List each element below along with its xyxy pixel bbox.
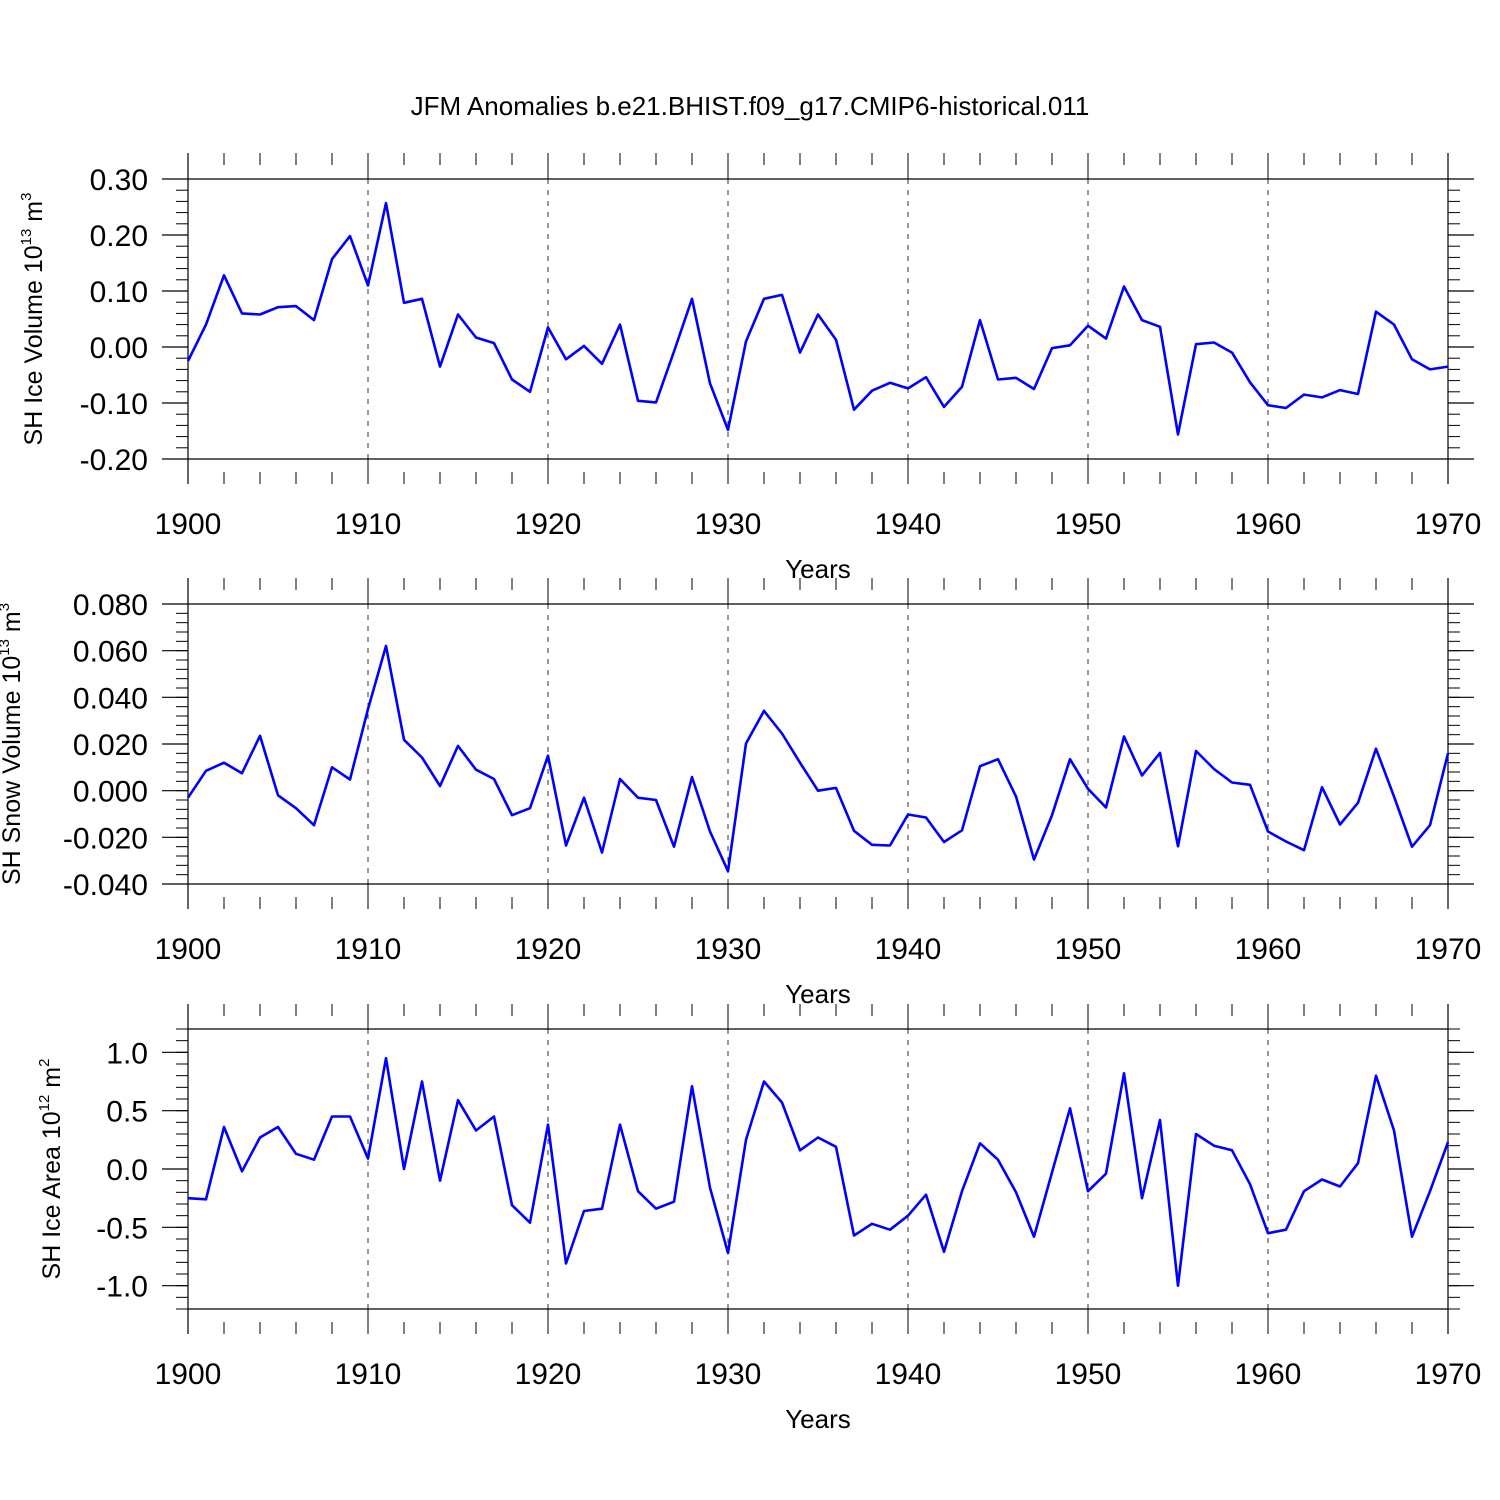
y-axis-label-unit: m — [0, 611, 26, 639]
y-tick-label: 1.0 — [106, 1037, 148, 1070]
y-axis-label: SH Snow Volume 1013 m3 — [0, 603, 26, 885]
x-tick-label: 1960 — [1235, 933, 1302, 966]
y-axis-label-exp: 13 — [18, 229, 35, 246]
x-tick-label: 1910 — [335, 933, 402, 966]
x-tick-label: 1920 — [515, 933, 582, 966]
x-tick-label: 1950 — [1055, 1358, 1122, 1391]
x-tick-label: 1930 — [695, 1358, 762, 1391]
x-axis-label: Years — [785, 554, 851, 584]
x-tick-label: 1910 — [335, 508, 402, 541]
y-tick-label: -1.0 — [96, 1271, 148, 1304]
x-tick-label: 1930 — [695, 933, 762, 966]
y-tick-label: -0.5 — [96, 1212, 148, 1245]
panel-snow-volume: 1900 1910 1920 1930 1940 1950 1960 1970 Years -0.… — [0, 578, 1481, 1009]
y-axis-label-unit: m — [38, 1067, 66, 1095]
x-tick-label: 1930 — [695, 508, 762, 541]
y-tick-label: -0.020 — [63, 822, 148, 855]
y-axis-label-text: SH Ice Area 10 — [38, 1111, 66, 1279]
y-tick-label: 0.060 — [73, 636, 148, 669]
y-axis-label: SH Ice Volume 1013 m3 — [18, 193, 48, 446]
x-tick-label: 1920 — [515, 508, 582, 541]
chart-title: JFM Anomalies b.e21.BHIST.f09_g17.CMIP6-… — [411, 91, 1090, 121]
y-tick-label: 0.0 — [106, 1154, 148, 1187]
y-tick-label: 0.040 — [73, 682, 148, 715]
panel-ice-volume: 1900 1910 1920 1930 1940 1950 1960 1970 Years -0.… — [18, 153, 1481, 584]
x-tick-label: 1940 — [875, 933, 942, 966]
y-tick-label: 0.020 — [73, 729, 148, 762]
y-tick-label: -0.040 — [63, 869, 148, 902]
series-line — [187, 1056, 1450, 1287]
panel-ice-area: 1900 1910 1920 1930 1940 1950 1960 1970 Years -1.… — [36, 1004, 1481, 1434]
y-tick-label: -0.10 — [80, 388, 148, 421]
x-tick-label: 1940 — [875, 1358, 942, 1391]
y-axis-label-text: SH Ice Volume 10 — [20, 245, 48, 445]
x-tick-label: 1920 — [515, 1358, 582, 1391]
x-tick-label: 1910 — [335, 1358, 402, 1391]
y-tick-label: 0.00 — [90, 332, 148, 365]
x-axis-label: Years — [785, 1404, 851, 1434]
y-axis-label-exp: 12 — [36, 1095, 53, 1112]
y-axis-label-exp: 13 — [0, 639, 13, 656]
y-axis-label-text: SH Snow Volume 10 — [0, 656, 26, 885]
x-tick-label: 1900 — [155, 1358, 222, 1391]
x-tick-label: 1900 — [155, 933, 222, 966]
x-tick-label: 1970 — [1415, 508, 1482, 541]
x-tick-label: 1950 — [1055, 508, 1122, 541]
y-axis-label-unit-exp: 3 — [0, 603, 13, 611]
x-axis-label: Years — [785, 979, 851, 1009]
x-tick-label: 1970 — [1415, 1358, 1482, 1391]
y-tick-label: 0.20 — [90, 220, 148, 253]
y-tick-label: 0.000 — [73, 776, 148, 809]
y-axis-label: SH Ice Area 1012 m2 — [36, 1059, 66, 1280]
y-axis-label-unit-exp: 2 — [36, 1059, 53, 1067]
y-tick-label: 0.080 — [73, 589, 148, 622]
x-tick-label: 1960 — [1235, 508, 1302, 541]
y-tick-label: 0.10 — [90, 276, 148, 309]
y-tick-label: 0.5 — [106, 1096, 148, 1129]
series-line — [186, 644, 1450, 873]
y-axis-label-unit: m — [20, 201, 48, 229]
x-tick-label: 1960 — [1235, 1358, 1302, 1391]
y-tick-label: 0.30 — [90, 164, 148, 197]
x-tick-label: 1970 — [1415, 933, 1482, 966]
y-axis-label-unit-exp: 3 — [18, 193, 35, 201]
y-tick-label: -0.20 — [80, 444, 148, 477]
x-tick-label: 1950 — [1055, 933, 1122, 966]
x-tick-label: 1940 — [875, 508, 942, 541]
series-line — [186, 201, 1449, 436]
x-tick-label: 1900 — [155, 508, 222, 541]
